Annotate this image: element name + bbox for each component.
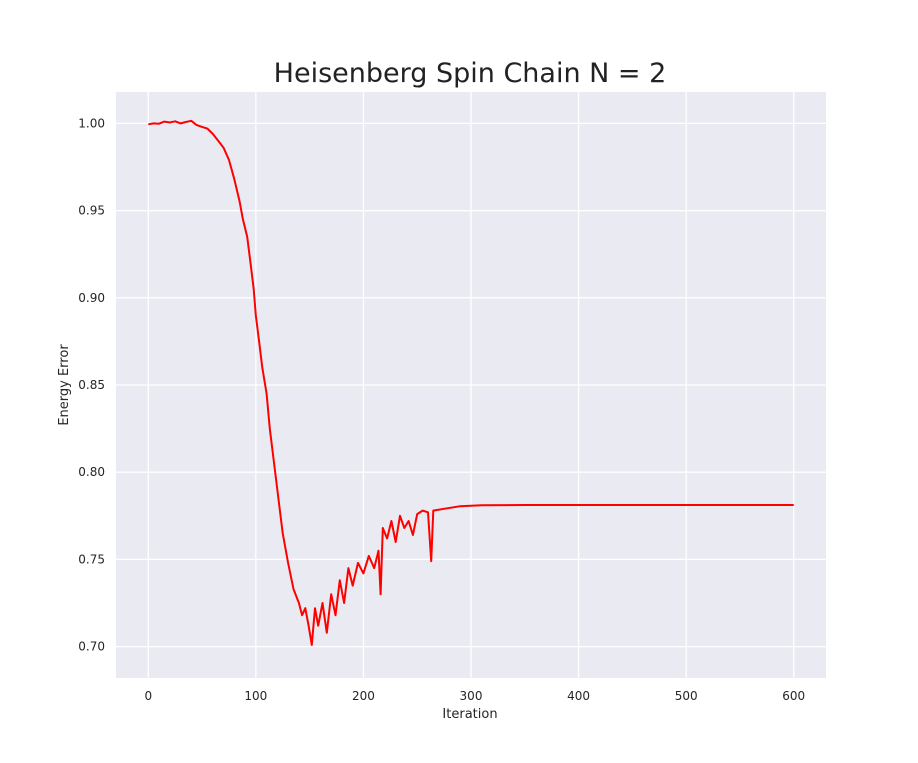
x-tick-label: 100 [244,689,267,703]
y-tick-label: 0.75 [78,552,105,566]
y-gridlines [116,122,826,648]
x-tick-label: 500 [675,689,698,703]
y-tick-label: 0.85 [78,378,105,392]
x-tick-label: 300 [460,689,483,703]
y-tick-label: 0.70 [78,640,105,654]
chart-title: Heisenberg Spin Chain N = 2 [274,58,667,89]
x-tick-label: 200 [352,689,375,703]
y-tick-label: 0.80 [78,465,105,479]
x-tick-label: 0 [144,689,152,703]
y-tick-label: 0.90 [78,291,105,305]
x-tick-label: 400 [567,689,590,703]
x-tick-label: 600 [782,689,805,703]
energy-error-line [148,119,794,646]
x-axis-label: Iteration [442,707,497,722]
y-tick-label: 0.95 [78,204,105,218]
x-tick-labels: 0 100 200 300 400 500 600 [144,689,805,703]
y-tick-labels: 0.70 0.75 0.80 0.85 0.90 0.95 1.00 [78,116,105,653]
y-axis-label: Energy Error [57,344,72,426]
y-tick-label: 1.00 [78,116,105,130]
